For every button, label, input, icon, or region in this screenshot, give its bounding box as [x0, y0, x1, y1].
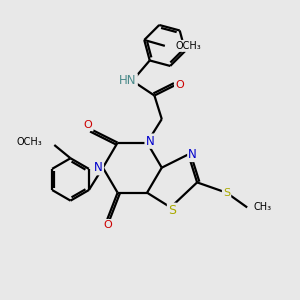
Text: N: N [188, 148, 197, 161]
Text: OCH₃: OCH₃ [17, 137, 43, 147]
Text: S: S [168, 204, 176, 217]
Text: S: S [223, 188, 230, 198]
Text: CH₃: CH₃ [253, 202, 271, 212]
Text: N: N [94, 161, 103, 174]
Text: O: O [175, 80, 184, 90]
Text: O: O [103, 220, 112, 230]
Text: HN: HN [119, 74, 137, 87]
Text: O: O [84, 120, 92, 130]
Text: N: N [146, 135, 154, 148]
Text: OCH₃: OCH₃ [175, 41, 201, 51]
